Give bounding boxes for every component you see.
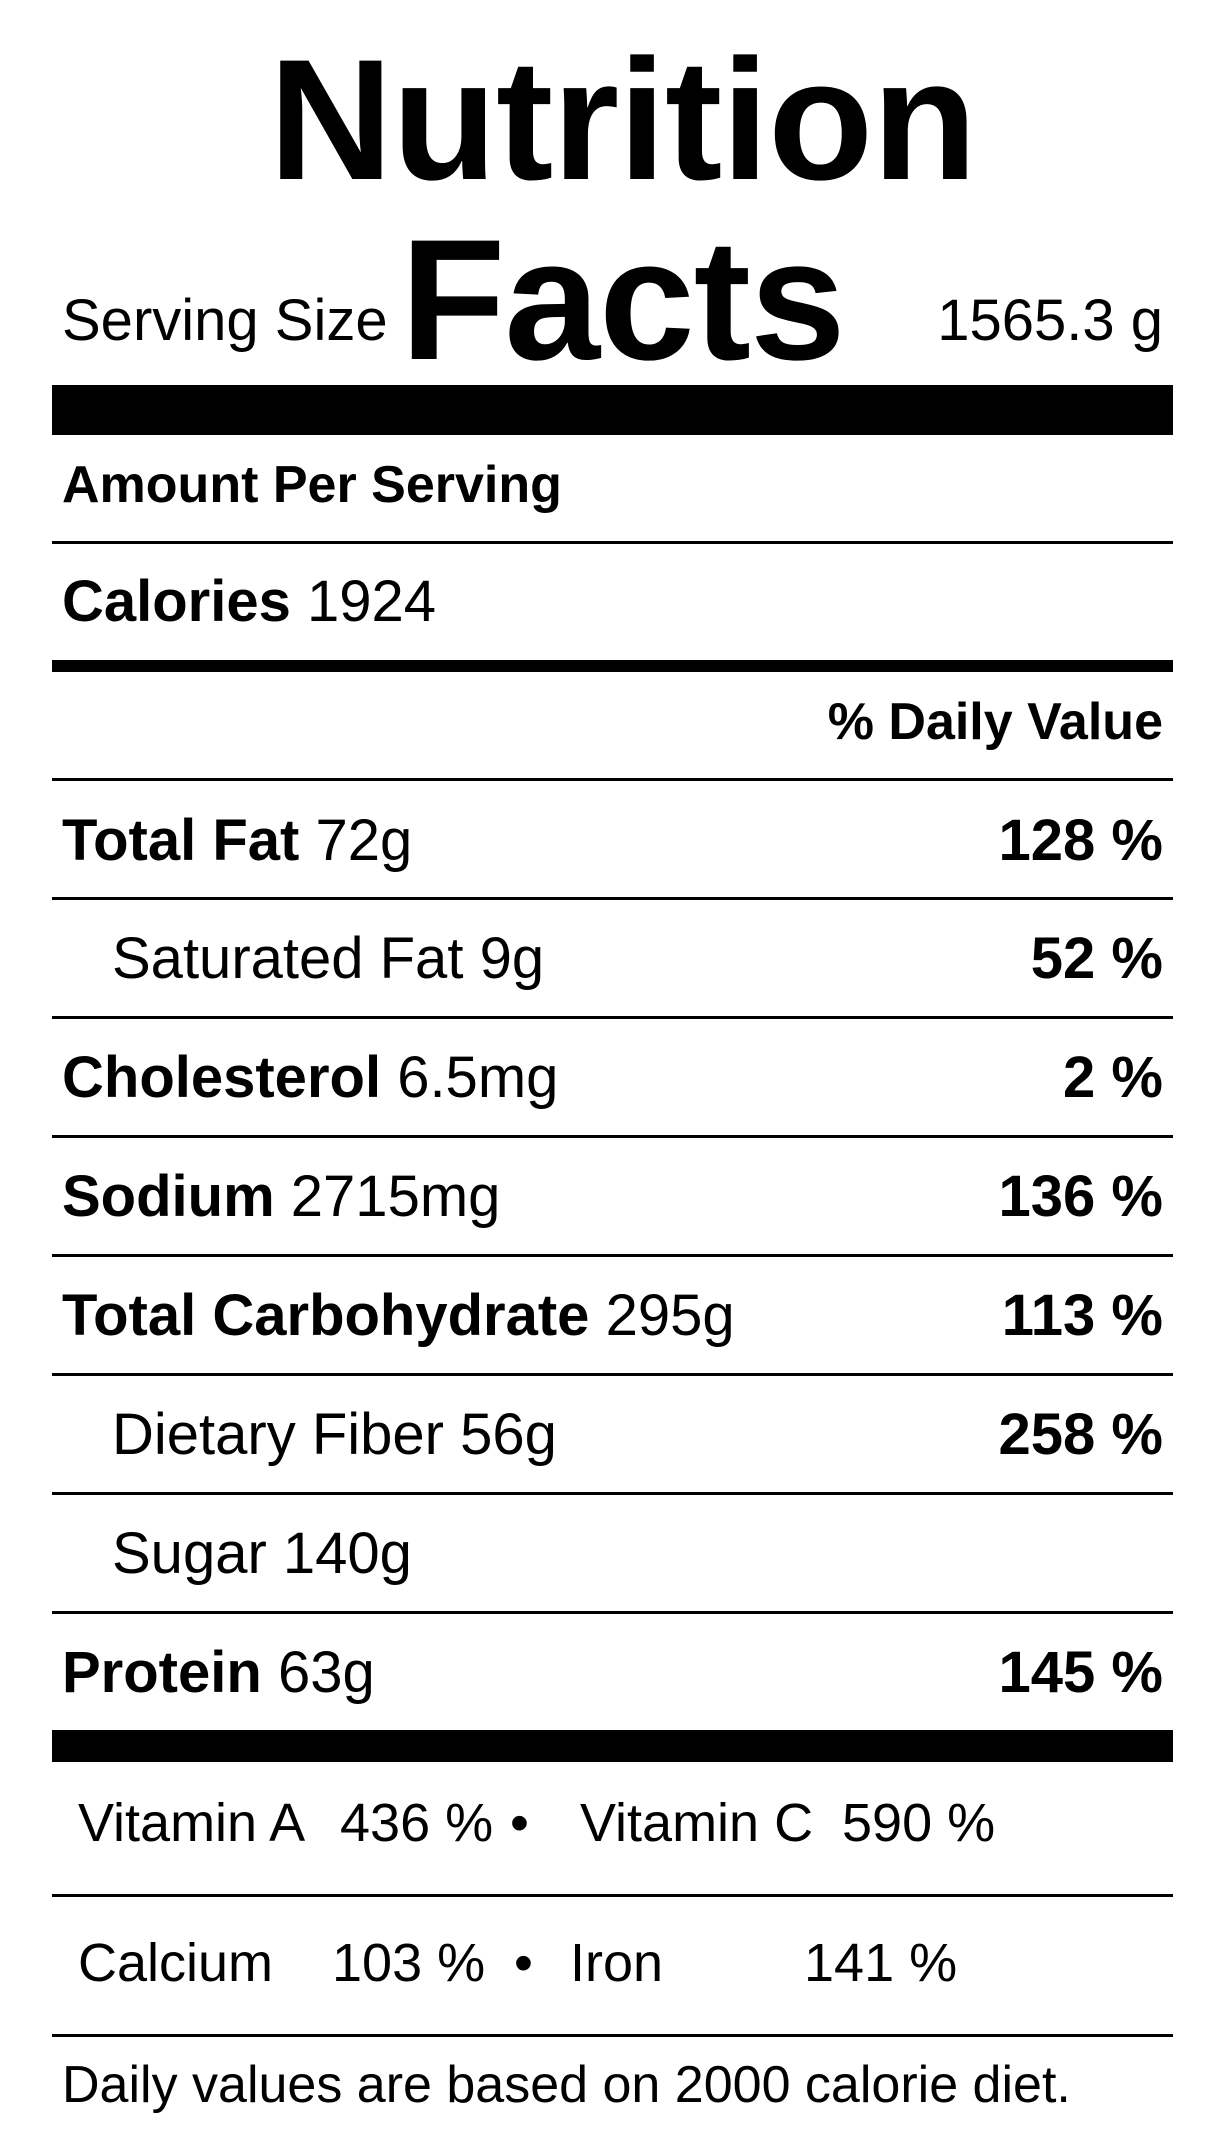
- vitamin-a-percent: 436 %: [340, 1793, 494, 1853]
- nutrient-row-total-carbohydrate: Total Carbohydrate 295g 113 %: [52, 1265, 1173, 1365]
- divider: [52, 1894, 1173, 1897]
- nutrient-amount: 72g: [315, 807, 413, 873]
- iron-label: Iron: [570, 1933, 664, 1993]
- nutrient-name: Cholesterol 6.5mg: [62, 1044, 558, 1111]
- serving-size-value: 1565.3 g: [937, 287, 1163, 353]
- nutrient-row-cholesterol: Cholesterol 6.5mg 2 %: [52, 1027, 1173, 1127]
- nutrient-amount: 9g: [479, 925, 545, 991]
- nutrient-label: Cholesterol: [62, 1044, 382, 1110]
- divider: [52, 1492, 1173, 1495]
- nutrient-name: Dietary Fiber 56g: [112, 1401, 557, 1468]
- calcium-percent: 103 %: [332, 1933, 486, 1993]
- serving-size-label: Serving Size: [62, 287, 388, 353]
- nutrient-percent: 128 %: [998, 807, 1163, 873]
- nutrient-percent: 145 %: [998, 1639, 1163, 1705]
- iron-percent: 141 %: [804, 1933, 958, 1993]
- nutrient-name: Sodium 2715mg: [62, 1163, 500, 1230]
- divider: [52, 2034, 1173, 2037]
- nutrient-amount: 6.5mg: [397, 1044, 559, 1110]
- medium-divider: [52, 660, 1173, 672]
- nutrient-row-sugar: Sugar 140g: [52, 1503, 1173, 1603]
- daily-value-header-row: % Daily Value: [52, 682, 1173, 762]
- nutrient-percent: 136 %: [998, 1163, 1163, 1229]
- nutrient-percent: 113 %: [1001, 1282, 1163, 1348]
- nutrient-label: Protein: [62, 1639, 262, 1705]
- nutrient-amount: 63g: [277, 1639, 375, 1705]
- vitamin-a-label: Vitamin A: [78, 1793, 306, 1853]
- footnote: Daily values are based on 2000 calorie d…: [62, 2056, 1071, 2114]
- nutrient-row-total-fat: Total Fat 72g 128 %: [52, 790, 1173, 890]
- nutrient-row-saturated-fat: Saturated Fat 9g 52 %: [52, 908, 1173, 1008]
- vitamin-c-label: Vitamin C: [580, 1793, 814, 1853]
- nutrient-percent: 258 %: [998, 1401, 1163, 1467]
- amount-per-serving-label: Amount Per Serving: [62, 456, 562, 514]
- nutrient-label: Total Carbohydrate: [62, 1282, 590, 1348]
- divider: [52, 1016, 1173, 1019]
- nutrient-row-protein: Protein 63g 145 %: [52, 1622, 1173, 1722]
- nutrition-label: Nutrition Facts Serving Size 1565.3 g Am…: [52, 0, 1173, 2129]
- divider: [52, 1254, 1173, 1257]
- nutrient-name: Sugar 140g: [112, 1520, 412, 1587]
- nutrient-label: Sodium: [62, 1163, 275, 1229]
- calories-label: Calories: [62, 568, 291, 634]
- bullet-separator: •: [510, 1793, 529, 1853]
- nutrient-name: Protein 63g: [62, 1639, 375, 1706]
- nutrient-label: Sugar: [112, 1520, 267, 1586]
- thick-divider: [52, 1730, 1173, 1762]
- serving-size-row: Serving Size 1565.3 g: [52, 280, 1173, 360]
- nutrient-name: Saturated Fat 9g: [112, 925, 544, 992]
- nutrient-percent: 2 %: [1063, 1044, 1163, 1110]
- nutrient-label: Dietary Fiber: [112, 1401, 444, 1467]
- nutrient-name: Total Carbohydrate 295g: [62, 1282, 735, 1349]
- divider: [52, 1135, 1173, 1138]
- divider: [52, 1373, 1173, 1376]
- nutrient-amount: 140g: [282, 1520, 412, 1586]
- nutrient-amount: 56g: [460, 1401, 557, 1467]
- calories-line: Calories 1924: [62, 568, 436, 635]
- calcium-label: Calcium: [78, 1933, 274, 1993]
- nutrient-amount: 295g: [605, 1282, 735, 1348]
- vitamin-c-percent: 590 %: [842, 1793, 996, 1853]
- divider: [52, 897, 1173, 900]
- nutrient-row-sodium: Sodium 2715mg 136 %: [52, 1146, 1173, 1246]
- nutrient-label: Total Fat: [62, 807, 300, 873]
- nutrient-percent: 52 %: [1030, 925, 1163, 991]
- calories-row: Calories 1924: [52, 556, 1173, 646]
- divider: [52, 541, 1173, 544]
- daily-value-header: % Daily Value: [827, 693, 1163, 751]
- thick-divider: [52, 385, 1173, 435]
- nutrient-amount: 2715mg: [290, 1163, 501, 1229]
- nutrient-label: Saturated Fat: [112, 925, 464, 991]
- divider: [52, 778, 1173, 781]
- nutrient-row-dietary-fiber: Dietary Fiber 56g 258 %: [52, 1384, 1173, 1484]
- divider: [52, 1611, 1173, 1614]
- label-title: Nutrition Facts: [268, 24, 977, 396]
- nutrient-name: Total Fat 72g: [62, 807, 412, 874]
- amount-per-serving-row: Amount Per Serving: [52, 445, 1173, 525]
- bullet-separator: •: [514, 1933, 533, 1993]
- calories-value: 1924: [307, 568, 437, 634]
